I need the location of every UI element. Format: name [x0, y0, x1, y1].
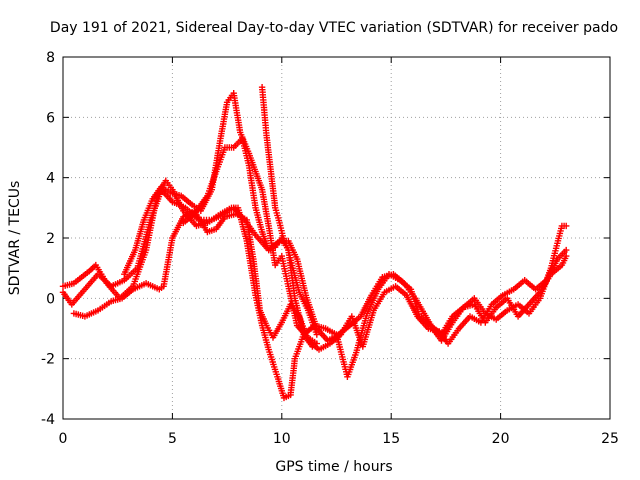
y-tick-label: 6: [46, 110, 55, 126]
y-tick-label: -2: [41, 352, 55, 368]
x-tick-label: 5: [168, 431, 177, 447]
series-track-6: [258, 84, 320, 338]
y-tick-label: 8: [46, 50, 55, 66]
series-markers: [70, 207, 570, 353]
y-tick-label: 2: [46, 231, 55, 247]
x-tick-label: 0: [59, 431, 68, 447]
series-markers: [258, 84, 320, 338]
x-tick-label: 15: [382, 431, 400, 447]
x-tick-label: 20: [492, 431, 510, 447]
x-tick-label: 10: [273, 431, 291, 447]
x-axis-label: GPS time / hours: [275, 459, 392, 475]
axis-ticks: 0 5 10 15 20 25 -4 -2 0 2 4 6 8: [41, 50, 619, 447]
y-axis-label: SDTVAR / TECUs: [7, 181, 23, 296]
y-tick-label: -4: [41, 412, 55, 428]
series-markers: [59, 177, 570, 402]
y-tick-label: 0: [46, 291, 55, 307]
chart-title: Day 191 of 2021, Sidereal Day-to-day VTE…: [50, 20, 618, 36]
x-tick-label: 25: [601, 431, 619, 447]
series-track-2: [59, 177, 570, 402]
data-series: [59, 84, 570, 402]
y-tick-label: 4: [46, 171, 55, 187]
series-track-3: [70, 207, 570, 353]
